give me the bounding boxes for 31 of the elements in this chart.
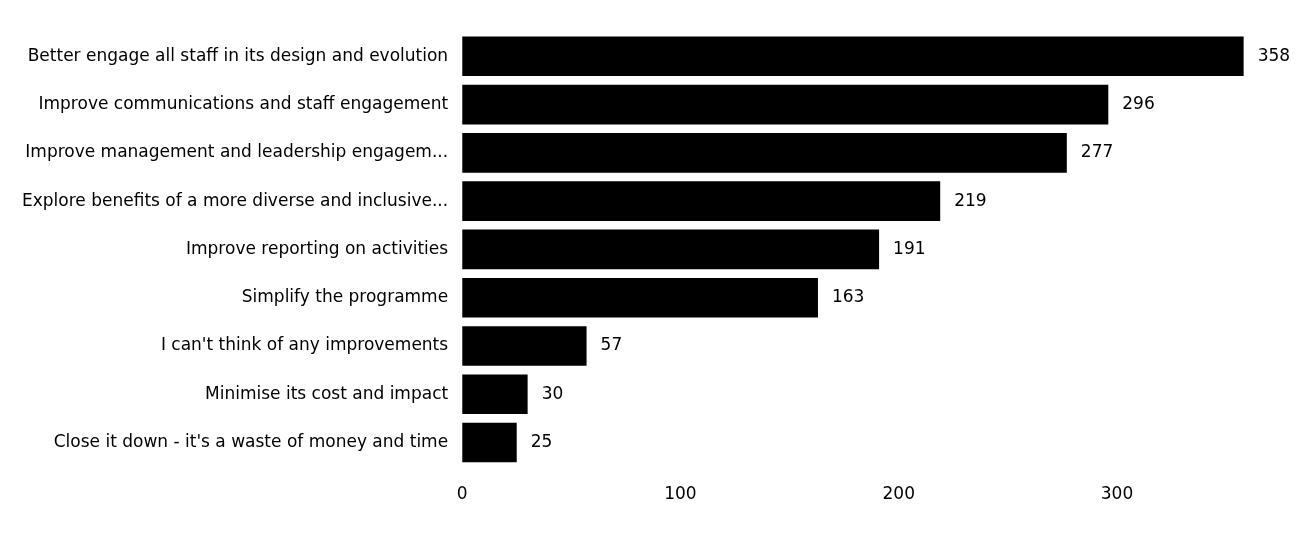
y-tick-label: Improve management and leadership engagem... bbox=[25, 141, 449, 162]
y-tick-label: I can't think of any improvements bbox=[160, 334, 449, 355]
data-label: 296 bbox=[1122, 93, 1155, 114]
x-tick-label: 200 bbox=[882, 483, 915, 504]
y-tick-label: Better engage all staff in its design and evolution bbox=[27, 44, 449, 65]
bar bbox=[462, 133, 1067, 173]
data-label: 191 bbox=[893, 237, 926, 258]
bar bbox=[462, 36, 1244, 77]
x-tick-label: 300 bbox=[1100, 483, 1134, 504]
bar bbox=[462, 326, 587, 366]
data-label: 30 bbox=[541, 382, 564, 403]
x-tick-label: 0 bbox=[456, 483, 468, 504]
data-label: 277 bbox=[1080, 141, 1114, 162]
bar bbox=[462, 422, 517, 463]
bar bbox=[462, 229, 880, 270]
data-label: 57 bbox=[600, 334, 623, 355]
y-tick-label: Minimise its cost and impact bbox=[205, 382, 449, 403]
data-label: 25 bbox=[530, 430, 553, 451]
bar bbox=[462, 181, 941, 221]
data-label: 358 bbox=[1257, 44, 1291, 65]
x-tick-label: 100 bbox=[664, 483, 697, 504]
bar bbox=[462, 277, 818, 318]
bar bbox=[462, 374, 528, 414]
y-tick-label: Explore benefits of a more diverse and inclusive... bbox=[21, 189, 449, 210]
data-label: 163 bbox=[831, 286, 865, 307]
y-tick-label: Improve reporting on activities bbox=[186, 237, 449, 258]
y-tick-label: Improve communications and staff engagement bbox=[38, 93, 449, 114]
y-tick-label: Simplify the programme bbox=[241, 286, 449, 307]
bar bbox=[462, 84, 1109, 125]
data-label: 219 bbox=[954, 189, 987, 210]
y-tick-label: Close it down - it's a waste of money and time bbox=[53, 430, 449, 451]
